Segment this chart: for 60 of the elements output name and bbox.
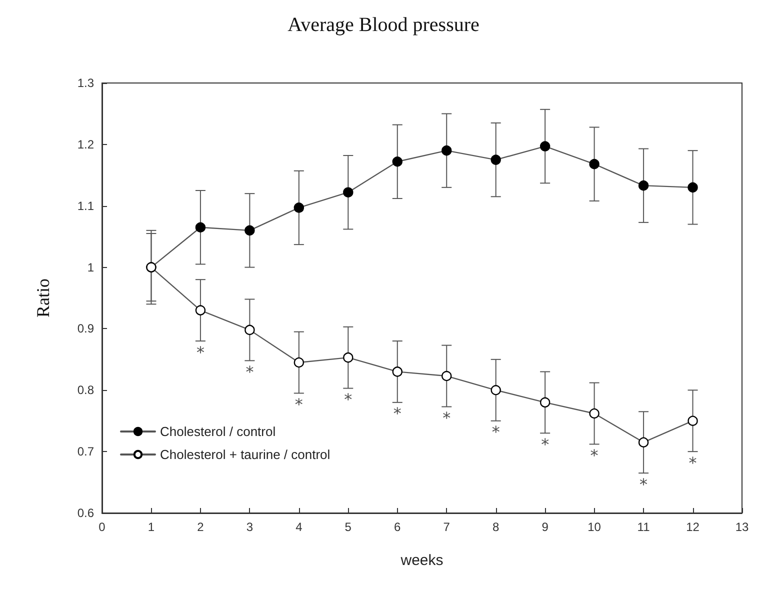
point <box>244 324 255 336</box>
legend-label: Cholesterol / control <box>160 424 276 439</box>
annotation: * <box>344 390 352 410</box>
point <box>343 187 354 198</box>
point <box>638 180 649 191</box>
point <box>540 397 550 408</box>
annotation: * <box>196 342 204 362</box>
x-tick-label: 2 <box>197 520 204 534</box>
x-tick-label: 8 <box>492 520 500 534</box>
y-tick-label: 0.7 <box>77 444 94 459</box>
y-axis-title: Ratio <box>33 278 53 318</box>
annotation: * <box>590 446 598 465</box>
y-tick-label: 1.1 <box>77 198 94 213</box>
point <box>392 366 402 377</box>
x-tick-label: 3 <box>246 520 254 534</box>
point <box>442 370 452 382</box>
point <box>442 145 452 156</box>
y-tick-label: 0.6 <box>77 506 94 520</box>
x-tick-label: 4 <box>296 520 303 534</box>
annotation: * <box>688 453 697 472</box>
annotation: * <box>492 422 500 442</box>
point <box>688 416 698 426</box>
point <box>688 182 698 193</box>
x-tick-label: 1 <box>148 520 155 534</box>
x-tick-label: 0 <box>98 520 106 534</box>
legend-label: Cholesterol + taurine / control <box>160 447 330 462</box>
point <box>490 154 501 165</box>
x-tick-label: 6 <box>394 520 402 534</box>
annotation: * <box>246 362 254 382</box>
point <box>195 305 206 316</box>
point <box>343 352 354 363</box>
y-tick-label: 1.2 <box>77 137 94 152</box>
point <box>589 408 600 419</box>
point <box>490 385 501 396</box>
point <box>589 158 600 170</box>
chart-title: Average Blood pressure <box>288 14 480 36</box>
annotation: * <box>541 434 550 454</box>
x-tick-label: 9 <box>542 520 549 534</box>
annotation: * <box>640 474 648 494</box>
x-tick-label: 12 <box>686 520 700 534</box>
point <box>638 437 649 448</box>
point <box>195 222 206 232</box>
x-axis-title: weeks <box>400 552 444 569</box>
x-tick-label: 10 <box>588 520 602 534</box>
annotation: * <box>442 408 451 428</box>
y-tick-label: 0.9 <box>77 322 94 336</box>
x-tick-label: 7 <box>443 520 450 534</box>
y-tick-label: 1 <box>87 260 94 274</box>
point <box>294 202 304 213</box>
x-tick-label: 13 <box>735 520 749 534</box>
point <box>392 156 402 167</box>
point <box>294 357 304 368</box>
point <box>540 141 550 152</box>
x-tick-label: 5 <box>344 520 352 534</box>
point <box>244 225 255 236</box>
y-tick-label: 1.3 <box>77 76 94 90</box>
x-tick-label: 11 <box>637 520 650 534</box>
annotation: * <box>294 395 303 414</box>
y-tick-label: 0.8 <box>77 383 94 398</box>
annotation: * <box>393 404 402 424</box>
